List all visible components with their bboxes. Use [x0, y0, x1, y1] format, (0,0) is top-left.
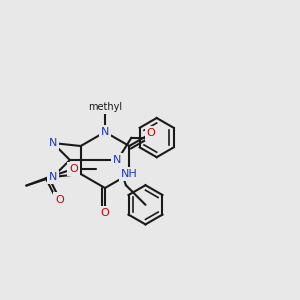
Text: methyl: methyl [88, 102, 122, 112]
Text: N: N [49, 138, 57, 148]
Text: O: O [56, 195, 64, 205]
Text: N: N [49, 172, 57, 182]
Text: O: O [100, 208, 109, 218]
Text: N: N [113, 155, 122, 165]
Text: NH: NH [121, 169, 138, 179]
Text: O: O [70, 164, 78, 174]
Text: O: O [147, 128, 155, 138]
Text: N: N [101, 127, 109, 137]
